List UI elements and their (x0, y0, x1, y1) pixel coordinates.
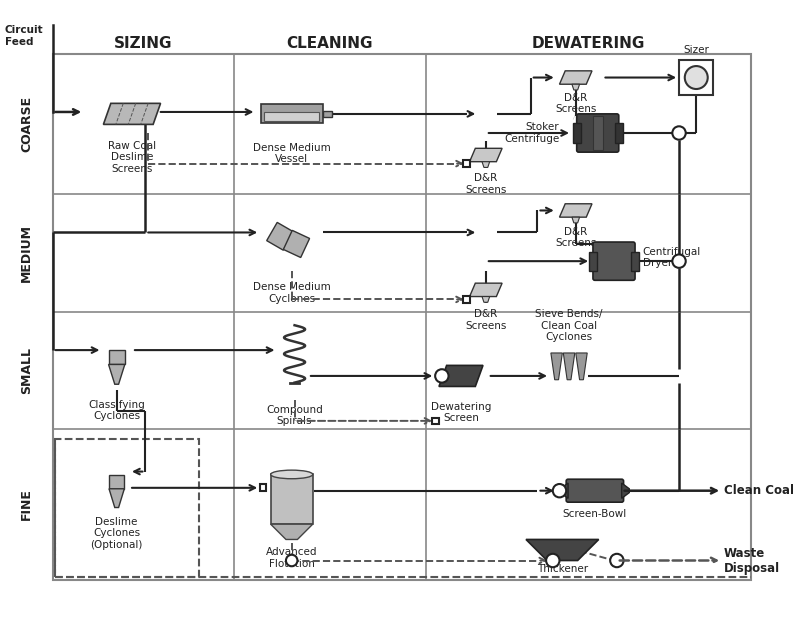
Text: SMALL: SMALL (20, 347, 34, 394)
Polygon shape (572, 217, 579, 223)
Bar (615, 123, 622, 143)
Bar (109, 475, 124, 489)
Text: Sizer: Sizer (683, 44, 709, 54)
Text: Clean Coal: Clean Coal (724, 484, 794, 497)
Bar (432, 418, 438, 424)
Polygon shape (526, 539, 598, 560)
Polygon shape (482, 297, 490, 302)
Polygon shape (561, 483, 568, 499)
FancyBboxPatch shape (593, 242, 635, 280)
Bar (53, 54, 750, 579)
FancyBboxPatch shape (577, 114, 618, 152)
Text: COARSE: COARSE (20, 96, 34, 152)
Text: CLEANING: CLEANING (286, 36, 374, 51)
Text: Dewatering
Screen: Dewatering Screen (430, 402, 491, 423)
Polygon shape (482, 162, 490, 167)
Bar (270, 474, 313, 524)
Polygon shape (103, 104, 161, 125)
Bar (589, 252, 597, 271)
Text: Compound
Spirals: Compound Spirals (266, 405, 323, 426)
Circle shape (610, 554, 623, 567)
Text: SIZING: SIZING (114, 36, 173, 51)
Text: Centrifugal
Dryer: Centrifugal Dryer (642, 247, 701, 268)
Bar (593, 116, 602, 150)
Circle shape (685, 66, 708, 89)
Bar (109, 350, 125, 365)
Text: D&R
Screens: D&R Screens (465, 173, 506, 195)
Text: Stoker
Centrifuge: Stoker Centrifuge (504, 122, 559, 144)
Bar (631, 252, 639, 271)
Text: Advanced
Flotation: Advanced Flotation (266, 547, 318, 569)
Text: Raw Coal
Deslime
Screens: Raw Coal Deslime Screens (108, 141, 156, 174)
Text: FINE: FINE (20, 489, 34, 521)
Polygon shape (109, 489, 124, 508)
Polygon shape (563, 353, 574, 379)
Circle shape (672, 254, 686, 268)
Text: Dense Medium
Vessel: Dense Medium Vessel (253, 143, 330, 164)
Text: Waste
Disposal: Waste Disposal (724, 547, 780, 574)
Polygon shape (551, 353, 562, 379)
Ellipse shape (270, 470, 313, 479)
Bar (463, 160, 470, 167)
Text: Thickener: Thickener (537, 565, 588, 574)
Bar (463, 296, 470, 303)
Polygon shape (439, 365, 483, 386)
Text: DEWATERING: DEWATERING (531, 36, 645, 51)
Polygon shape (470, 148, 502, 162)
Bar (679, 60, 714, 95)
FancyBboxPatch shape (566, 479, 623, 502)
Text: Classifying
Cyclones: Classifying Cyclones (88, 400, 145, 421)
Text: Circuit
Feed: Circuit Feed (5, 25, 43, 46)
Text: Screen-Bowl: Screen-Bowl (562, 509, 627, 519)
Circle shape (435, 369, 449, 383)
Text: MEDIUM: MEDIUM (20, 224, 34, 282)
Bar (261, 104, 322, 123)
Polygon shape (266, 222, 294, 250)
Text: D&R
Screens: D&R Screens (555, 93, 597, 114)
Polygon shape (270, 524, 313, 539)
Text: D&R
Screens: D&R Screens (465, 309, 506, 331)
Circle shape (672, 126, 686, 139)
Circle shape (553, 484, 566, 497)
Polygon shape (559, 204, 592, 217)
Bar (260, 484, 266, 491)
Polygon shape (559, 71, 592, 85)
Circle shape (546, 554, 559, 567)
Bar (55, 439, 199, 577)
Polygon shape (109, 365, 125, 384)
Text: Dense Medium
Cyclones: Dense Medium Cyclones (253, 282, 330, 304)
Polygon shape (322, 111, 332, 117)
Polygon shape (572, 85, 579, 90)
Text: D&R
Screens: D&R Screens (555, 226, 597, 248)
Circle shape (286, 555, 298, 566)
Polygon shape (622, 483, 630, 499)
Text: Sieve Bends/
Clean Coal
Cyclones: Sieve Bends/ Clean Coal Cyclones (535, 309, 603, 342)
Bar (265, 112, 319, 120)
Text: Deslime
Cyclones
(Optional): Deslime Cyclones (Optional) (90, 516, 143, 550)
Polygon shape (283, 230, 310, 257)
Polygon shape (576, 353, 587, 379)
Polygon shape (470, 283, 502, 297)
Bar (573, 123, 581, 143)
